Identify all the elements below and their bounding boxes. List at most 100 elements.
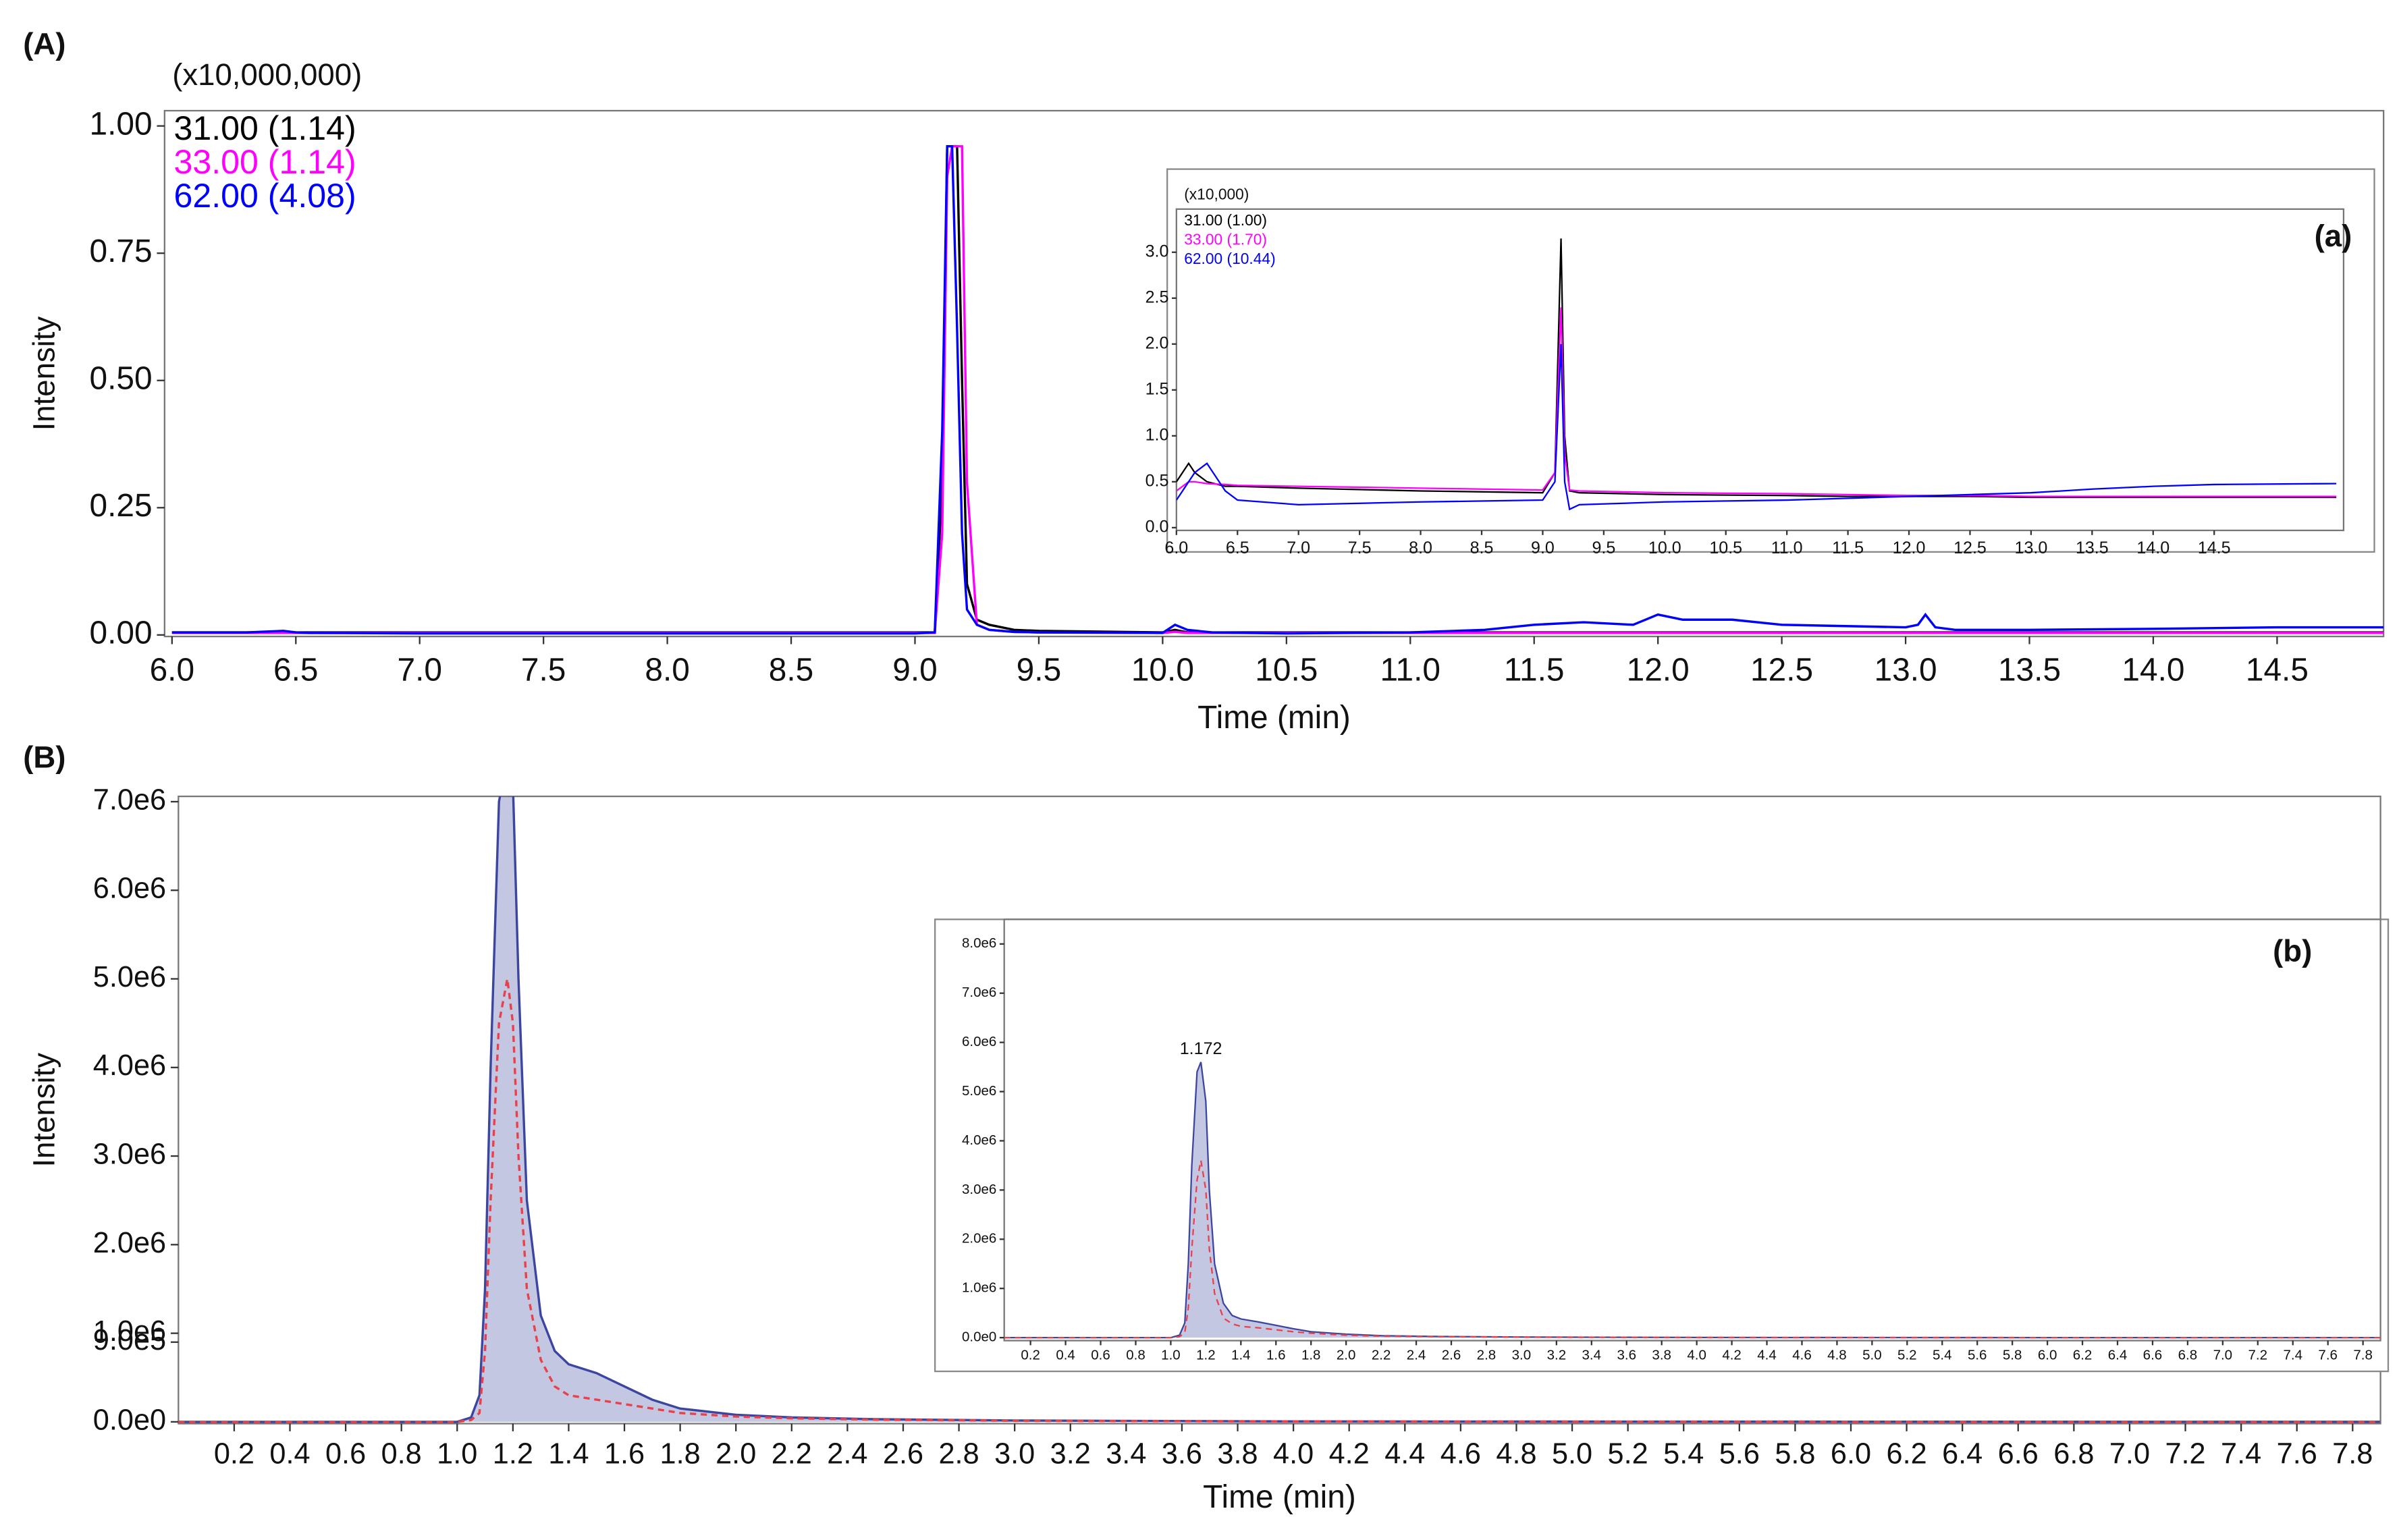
panel-label: (a) bbox=[2315, 219, 2352, 253]
y-tick-label: 4.0e6 bbox=[962, 1132, 996, 1148]
y-tick-label: 2.0e6 bbox=[962, 1231, 996, 1246]
x-tick-label: 2.6 bbox=[883, 1438, 923, 1470]
x-tick-label: 8.0 bbox=[1409, 539, 1432, 557]
x-tick-label: 5.6 bbox=[1719, 1438, 1760, 1470]
x-tick-label: 3.0 bbox=[994, 1438, 1035, 1470]
plot-frame bbox=[1175, 208, 2345, 532]
legend-entry: 31.00 (1.14) bbox=[173, 109, 356, 147]
x-tick-label: 12.0 bbox=[1627, 652, 1690, 688]
x-tick-label: 4.0 bbox=[1687, 1348, 1706, 1363]
y-tick-label: 1.00 bbox=[90, 106, 153, 142]
y-tick-label: 0.5 bbox=[1145, 471, 1169, 490]
y-tick-label: 0.0 bbox=[1145, 517, 1169, 536]
x-tick-label: 6.0 bbox=[150, 652, 195, 688]
x-tick-label: 6.5 bbox=[1226, 539, 1249, 557]
x-tick-label: 6.6 bbox=[2143, 1348, 2163, 1363]
x-tick-label: 13.5 bbox=[2076, 539, 2109, 557]
y-tick-label: 0.25 bbox=[90, 488, 153, 524]
x-tick-label: 13.5 bbox=[1998, 652, 2061, 688]
x-tick-label: 2.4 bbox=[1407, 1348, 1426, 1363]
panel-label: (A) bbox=[23, 26, 65, 61]
x-tick-label: 1.8 bbox=[1301, 1348, 1321, 1363]
x-tick-label: 5.6 bbox=[1968, 1348, 1987, 1363]
y-axis-label: Intensity bbox=[26, 317, 61, 431]
x-tick-label: 11.5 bbox=[1832, 539, 1864, 557]
x-tick-label: 6.8 bbox=[2178, 1348, 2198, 1363]
x-tick-label: 8.0 bbox=[645, 652, 690, 688]
y-tick-label: 9.0e5 bbox=[93, 1324, 166, 1356]
x-tick-label: 6.8 bbox=[2053, 1438, 2094, 1470]
x-tick-label: 2.8 bbox=[938, 1438, 979, 1470]
x-tick-label: 2.2 bbox=[1372, 1348, 1391, 1363]
x-tick-label: 5.4 bbox=[1933, 1348, 1951, 1363]
x-tick-label: 3.4 bbox=[1106, 1438, 1146, 1470]
y-tick-label: 6.0e6 bbox=[93, 873, 166, 905]
chart-panel: 6.0 6.5 7.0 7.5 8.0 8.5 9.0 9.5 10.0 10.5 11.0 11.5… bbox=[23, 26, 2385, 736]
legend-entry: 33.00 (1.14) bbox=[173, 143, 356, 181]
x-tick-label: 5.8 bbox=[2003, 1348, 2022, 1363]
multiplier: (x10,000) bbox=[1184, 185, 1249, 202]
y-tick-label: 3.0e6 bbox=[93, 1138, 166, 1171]
x-tick-label: 3.6 bbox=[1617, 1348, 1636, 1363]
x-tick-label: 6.4 bbox=[2108, 1348, 2128, 1363]
x-tick-label: 1.4 bbox=[1231, 1348, 1250, 1363]
y-tick-label: 7.0e6 bbox=[962, 985, 996, 1000]
y-tick-label: 2.0e6 bbox=[93, 1227, 166, 1259]
y-tick-label: 1.0 bbox=[1145, 425, 1169, 444]
x-tick-label: 6.0 bbox=[2038, 1348, 2057, 1363]
x-tick-label: 6.0 bbox=[1164, 539, 1188, 557]
x-tick-label: 4.2 bbox=[1329, 1438, 1370, 1470]
x-tick-label: 4.8 bbox=[1496, 1438, 1536, 1470]
x-tick-label: 1.2 bbox=[1196, 1348, 1216, 1363]
inset-frame bbox=[934, 918, 2390, 1373]
y-tick-label: 4.0e6 bbox=[93, 1049, 166, 1082]
x-tick-label: 1.6 bbox=[1266, 1348, 1285, 1363]
x-tick-label: 4.2 bbox=[1722, 1348, 1742, 1363]
y-tick-label: 0.00 bbox=[90, 615, 153, 651]
x-tick-label: 5.2 bbox=[1608, 1438, 1648, 1470]
x-tick-label: 12.0 bbox=[1893, 539, 1926, 557]
x-tick-label: 1.0 bbox=[437, 1438, 477, 1470]
y-tick-label: 0.50 bbox=[90, 360, 153, 396]
x-tick-label: 7.2 bbox=[2248, 1348, 2268, 1363]
y-tick-label: 7.0e6 bbox=[93, 783, 166, 816]
x-tick-label: 0.4 bbox=[269, 1438, 310, 1470]
x-tick-label: 11.0 bbox=[1771, 539, 1803, 557]
x-tick-label: 13.0 bbox=[2015, 539, 2048, 557]
x-tick-label: 9.5 bbox=[1592, 539, 1615, 557]
panel-label: (b) bbox=[2273, 933, 2312, 968]
x-tick-label: 7.5 bbox=[521, 652, 566, 688]
x-tick-label: 4.4 bbox=[1384, 1438, 1425, 1470]
y-tick-label: 0.75 bbox=[90, 233, 153, 269]
x-axis-label: Time (min) bbox=[1197, 700, 1351, 736]
y-tick-label: 6.0e6 bbox=[962, 1034, 996, 1049]
line bbox=[1004, 1062, 2381, 1339]
x-tick-label: 0.6 bbox=[1091, 1348, 1110, 1363]
x-tick-label: 7.0 bbox=[2109, 1438, 2150, 1470]
x-tick-label: 14.0 bbox=[2136, 539, 2169, 557]
line bbox=[171, 145, 2384, 635]
x-tick-label: 0.2 bbox=[1021, 1348, 1040, 1363]
x-tick-label: 3.8 bbox=[1652, 1348, 1671, 1363]
x-tick-label: 4.8 bbox=[1827, 1348, 1847, 1363]
x-tick-label: 9.5 bbox=[1017, 652, 1062, 688]
chart-panel: 0.2 0.4 0.6 0.8 1.0 1.2 1.4 1.6 1.8 2.0 2.2 2.4 2.6 2… bbox=[934, 918, 2390, 1373]
x-tick-label: 7.8 bbox=[2332, 1438, 2373, 1470]
x-tick-label: 8.5 bbox=[769, 652, 814, 688]
x-axis-label: Time (min) bbox=[1203, 1479, 1356, 1515]
x-tick-label: 1.8 bbox=[660, 1438, 701, 1470]
x-tick-label: 10.0 bbox=[1131, 652, 1194, 688]
x-tick-label: 3.6 bbox=[1162, 1438, 1202, 1470]
x-tick-label: 1.2 bbox=[493, 1438, 533, 1470]
x-tick-label: 9.0 bbox=[1531, 539, 1555, 557]
y-tick-label: 2.0 bbox=[1145, 333, 1169, 352]
y-tick-label: 1.5 bbox=[1145, 379, 1169, 398]
x-tick-label: 1.6 bbox=[604, 1438, 645, 1470]
x-tick-label: 6.0 bbox=[1831, 1438, 1871, 1470]
x-tick-label: 14.5 bbox=[2246, 652, 2309, 688]
y-tick-label: 0.0e0 bbox=[93, 1404, 166, 1436]
multiplier: (x10,000,000) bbox=[172, 57, 362, 92]
y-tick-label: 2.5 bbox=[1145, 287, 1169, 306]
